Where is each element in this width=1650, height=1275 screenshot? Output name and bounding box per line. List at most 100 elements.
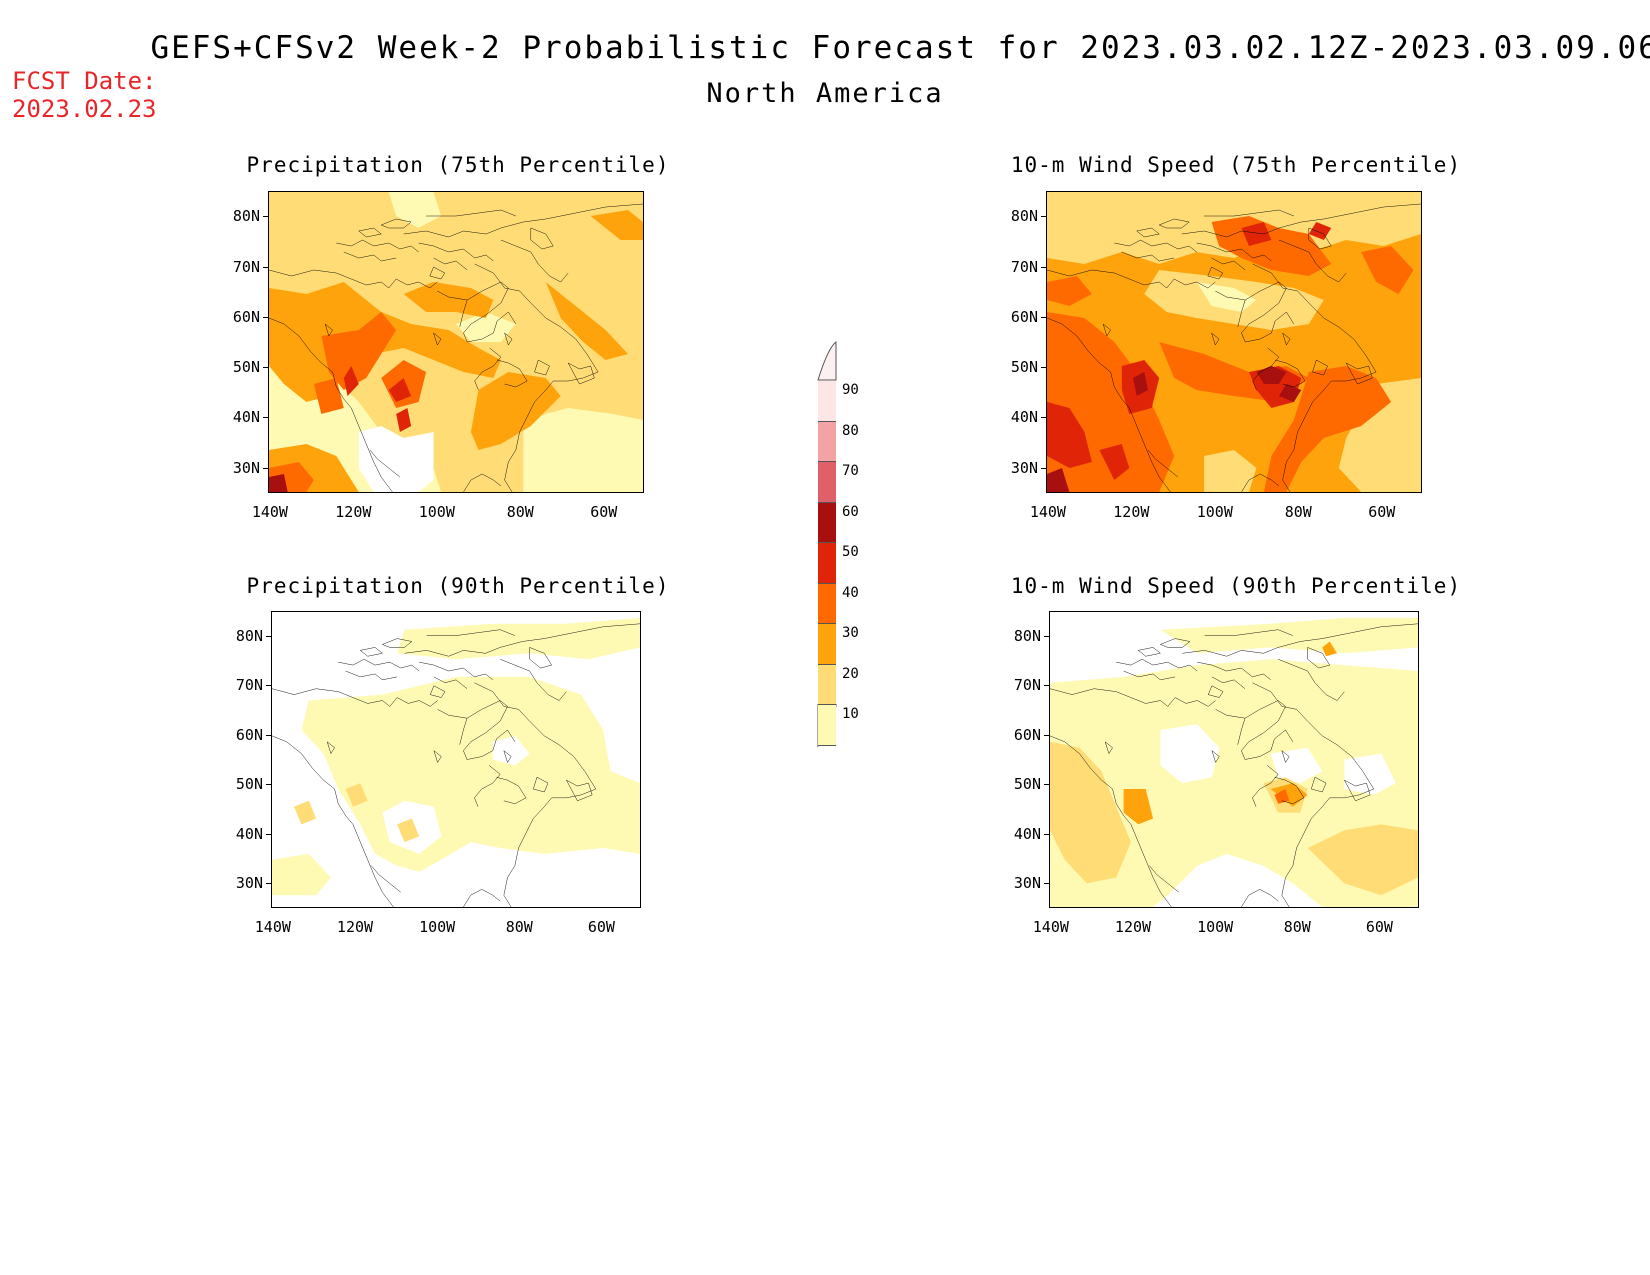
lon-tick-label: 120W [1114, 918, 1152, 936]
probability-contour [1307, 824, 1418, 896]
coastline [1308, 647, 1330, 668]
probability-contour [456, 312, 516, 342]
coastline [1212, 258, 1246, 270]
coastline [1313, 360, 1328, 375]
coastline [504, 751, 511, 763]
panel-wind-75-title: 10-m Wind Speed (75th Percentile) [1010, 153, 1462, 177]
coastline [1197, 662, 1271, 680]
coastline [434, 677, 467, 689]
probability-contour [1361, 246, 1414, 294]
coastline [325, 324, 332, 336]
coastline [1047, 270, 1215, 288]
coastline [382, 639, 411, 648]
probability-contour [1263, 366, 1392, 492]
probability-contour [1133, 372, 1148, 396]
probability-contour [1050, 741, 1131, 884]
coastline [1160, 639, 1189, 648]
coastline [1208, 267, 1223, 279]
coastline [434, 258, 468, 270]
colorbar-swatch [818, 543, 836, 584]
probability-contour [1047, 402, 1092, 468]
coastline [1275, 360, 1305, 387]
coastline [437, 282, 516, 342]
lat-tick-label: 50N [216, 358, 269, 376]
coastline [1241, 889, 1278, 907]
coastline [1050, 689, 1216, 707]
probability-contour [388, 378, 412, 402]
lat-tick-label: 30N [216, 459, 269, 477]
colorbar-swatch [818, 583, 836, 624]
probability-contour [492, 735, 530, 766]
probability-contour [343, 366, 359, 396]
lat-tick-label: 80N [216, 207, 269, 225]
coastline [1346, 363, 1372, 384]
lat-tick-label: 40N [994, 408, 1047, 426]
probability-contour [1047, 276, 1092, 306]
coastline [505, 333, 512, 345]
probability-contour [397, 617, 640, 660]
colorbar-swatch [818, 624, 836, 665]
coastline [1238, 300, 1245, 327]
probability-contour [396, 408, 412, 432]
lat-tick-label: 60N [219, 726, 272, 744]
coastline [404, 624, 640, 656]
panel-wind-90-map [1049, 611, 1419, 908]
coastline [419, 662, 493, 680]
coastline [269, 318, 392, 492]
coastline [338, 659, 419, 671]
colorbar-label: 80 [842, 422, 859, 439]
lat-tick-label: 40N [216, 408, 269, 426]
lon-tick-label: 80W [1283, 918, 1311, 936]
probability-contour [523, 408, 643, 492]
coastline [460, 300, 467, 327]
coastline [419, 243, 494, 261]
coastline [1116, 659, 1197, 671]
lon-tick-label: 60W [1368, 503, 1396, 521]
coastline [370, 450, 400, 477]
probability-contour [269, 474, 288, 492]
lon-tick-label: 100W [1197, 918, 1234, 936]
coastline [1047, 318, 1170, 492]
lat-tick-label: 60N [994, 308, 1047, 326]
coastline [1212, 751, 1219, 763]
coastline [1238, 718, 1245, 745]
lon-tick-label: 80W [1284, 503, 1312, 521]
coastline [272, 689, 438, 707]
lon-tick-label: 60W [587, 918, 615, 936]
probability-contour [1322, 641, 1338, 657]
probability-contour [397, 818, 420, 843]
lat-tick-label: 30N [997, 874, 1050, 892]
coastline [501, 240, 568, 282]
probability-contour [1123, 789, 1154, 825]
lon-tick-label: 140W [254, 918, 291, 936]
probability-contour [272, 853, 331, 896]
lat-tick-label: 80N [997, 627, 1050, 645]
lat-tick-label: 80N [219, 627, 272, 645]
coastline [1283, 333, 1290, 345]
probability-contour [294, 800, 317, 825]
coastline [1137, 228, 1159, 237]
probability-contour [590, 210, 643, 240]
coastline [1197, 243, 1272, 261]
coastline [1279, 240, 1346, 282]
panel-precip-75-map [268, 191, 644, 493]
coastline [531, 228, 553, 249]
coastline [1159, 219, 1189, 228]
coastline [474, 683, 595, 907]
lat-tick-label: 50N [219, 775, 272, 793]
coastline [1124, 671, 1176, 680]
coastline [463, 889, 500, 907]
coastline [430, 267, 445, 279]
coastline [496, 777, 525, 804]
colorbar-swatch [818, 705, 836, 746]
colorbar-swatch [818, 502, 836, 543]
probability-contour [1241, 222, 1272, 246]
colorbar-label: 70 [842, 463, 859, 479]
coastline [1309, 228, 1331, 249]
colorbar-upper-arrow [817, 340, 837, 381]
coastline [1149, 866, 1178, 893]
lat-tick-label: 70N [997, 676, 1050, 694]
lon-tick-label: 120W [336, 918, 374, 936]
coastline [1216, 701, 1293, 760]
colorbar-swatch [818, 381, 836, 422]
